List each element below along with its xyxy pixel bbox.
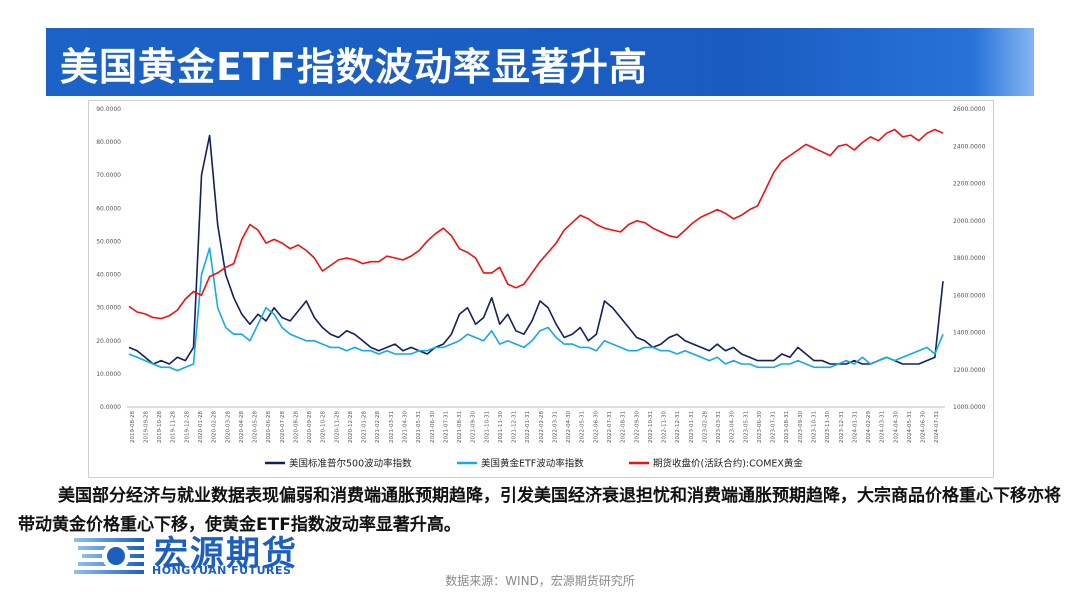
x-axis-tick-label: 2023-09-30 [798,411,804,443]
x-axis-tick-label: 2019-11-28 [171,411,177,443]
title-bar-shade [974,28,1034,96]
x-axis-tick-label: 2023-10-31 [811,411,817,443]
legend-label: 美国黄金ETF波动率指数 [481,458,584,470]
x-axis-tick-label: 2020-05-28 [253,411,259,443]
x-axis-tick-label: 2022-03-31 [552,411,558,443]
x-axis-tick-label: 2021-02-28 [375,411,381,443]
x-axis-tick-label: 2023-11-30 [825,411,831,443]
x-axis-tick-label: 2023-02-28 [702,411,708,443]
right-axis-tick-label: 2600.0000 [953,106,986,113]
x-axis-tick-label: 2020-09-28 [307,411,313,443]
title-bar: 美国黄金ETF指数波动率显著升高 [46,28,1034,96]
x-axis-tick-label: 2020-07-28 [280,411,286,443]
x-axis-tick-label: 2022-08-31 [621,411,627,443]
left-axis-tick-label: 60.0000 [96,205,121,212]
x-axis-tick-label: 2023-01-31 [689,411,695,443]
left-axis-tick-label: 90.0000 [96,106,121,113]
left-axis-tick-label: 70.0000 [96,172,121,179]
x-axis-tick-label: 2022-11-30 [662,411,668,443]
left-axis-tick-label: 40.0000 [96,272,121,279]
x-axis-tick-label: 2022-07-31 [607,411,613,443]
x-axis-tick-label: 2019-12-28 [184,411,190,443]
x-axis-tick-label: 2022-05-31 [580,411,586,443]
x-axis-tick-label: 2021-01-28 [362,411,368,443]
x-axis-tick-label: 2023-12-31 [839,411,845,443]
hongyuan-logo-icon [74,538,144,574]
x-axis-tick-label: 2022-01-31 [525,411,531,443]
volatility-chart: 0.0000 10.0000 20.0000 30.0000 40.0000 50.000… [96,106,986,470]
legend-label: 美国标准普尔500波动率指数 [289,458,412,470]
x-axis-tick-label: 2021-03-31 [389,411,395,443]
x-axis-tick-label: 2023-04-30 [730,411,736,443]
data-source: 数据来源：WIND，宏源期货研究所 [445,574,635,588]
right-axis-tick-label: 1600.0000 [953,292,986,299]
series-line-2 [128,247,944,372]
x-axis-tick-label: 2023-08-31 [784,411,790,443]
x-axis-tick-label: 2020-02-28 [212,411,218,443]
x-axis-tick-label: 2020-10-28 [321,411,327,443]
logo-name: 宏源期货 [154,534,298,574]
x-axis-tick-label: 2021-06-30 [430,411,436,443]
x-axis-tick-label: 2020-11-28 [334,411,340,443]
x-axis-tick-label: 2024-01-31 [852,411,858,443]
x-axis-tick-label: 2021-11-30 [498,411,504,443]
series-line-3 [128,128,944,320]
left-axis-tick-label: 0.0000 [100,404,121,411]
left-axis-tick-label: 20.0000 [96,338,121,345]
x-axis-tick-label: 2021-10-31 [484,411,490,443]
x-axis-tick-label: 2024-07-31 [934,411,940,443]
series-line-1 [128,134,944,365]
right-axis-tick-label: 2200.0000 [953,181,986,188]
chart-frame: 0.0000 10.0000 20.0000 30.0000 40.0000 50.000… [88,100,994,478]
x-axis-tick-label: 2023-07-31 [771,411,777,443]
logo-english-name: HONGYUAN FUTURES [152,564,292,577]
x-axis-tick-label: 2024-02-29 [866,411,872,443]
x-axis-tick-label: 2022-06-30 [593,411,599,443]
x-axis-tick-label: 2019-10-28 [157,411,163,443]
right-axis-tick-label: 1000.0000 [953,404,986,411]
x-axis-tick-label: 2020-03-28 [225,411,231,443]
left-axis-tick-label: 30.0000 [96,305,121,312]
x-axis-tick-label: 2021-09-30 [471,411,477,443]
caption-text: 美国部分经济与就业数据表现偏弱和消费端通胀预期趋降，引发美国经济衰退担忧和消费端… [18,486,1061,535]
x-axis-tick-label: 2023-03-31 [716,411,722,443]
x-axis-tick-label: 2023-06-30 [757,411,763,443]
x-axis-tick-label: 2021-12-31 [512,411,518,443]
right-axis-tick-label: 1800.0000 [953,255,986,262]
x-axis-tick-label: 2022-10-31 [648,411,654,443]
page-title: 美国黄金ETF指数波动率显著升高 [60,45,648,89]
x-axis-tick-label: 2020-04-28 [239,411,245,443]
x-axis-tick-label: 2021-07-31 [443,411,449,443]
x-axis-tick-label: 2020-08-28 [293,411,299,443]
x-axis-tick-label: 2022-09-30 [634,411,640,443]
right-axis-tick-label: 1400.0000 [953,330,986,337]
x-axis-tick-label: 2024-03-31 [880,411,886,443]
x-axis-tick-label: 2024-05-31 [907,411,913,443]
x-axis-tick-label: 2024-06-30 [921,411,927,443]
x-axis-tick-label: 2021-08-31 [457,411,463,443]
right-axis-tick-label: 2000.0000 [953,218,986,225]
x-axis-tick-label: 2020-01-28 [198,411,204,443]
caption-paragraph: 美国部分经济与就业数据表现偏弱和消费端通胀预期趋降，引发美国经济衰退担忧和消费端… [18,482,1068,540]
legend-label: 期货收盘价(活跃合约):COMEX黄金 [653,458,803,470]
x-axis-tick-label: 2022-02-28 [539,411,545,443]
right-axis-tick-label: 1200.0000 [953,367,986,374]
x-axis-tick-label: 2021-04-30 [402,411,408,443]
left-axis-tick-label: 80.0000 [96,139,121,146]
left-axis-tick-label: 50.0000 [96,238,121,245]
x-axis-tick-label: 2020-12-28 [348,411,354,443]
x-axis-tick-label: 2022-12-31 [675,411,681,443]
x-axis-tick-label: 2019-08-28 [130,411,136,443]
x-axis-tick-label: 2020-06-28 [266,411,272,443]
x-axis-tick-label: 2024-04-30 [893,411,899,443]
x-axis-tick-label: 2019-09-28 [143,411,149,443]
left-axis-tick-label: 10.0000 [96,371,121,378]
x-axis-tick-label: 2022-04-30 [566,411,572,443]
x-axis-tick-label: 2021-05-31 [416,411,422,443]
right-axis-tick-label: 2400.0000 [953,143,986,150]
company-logo: 宏源期货 HONGYUAN FUTURES [70,530,310,582]
x-axis-tick-label: 2023-05-31 [743,411,749,443]
